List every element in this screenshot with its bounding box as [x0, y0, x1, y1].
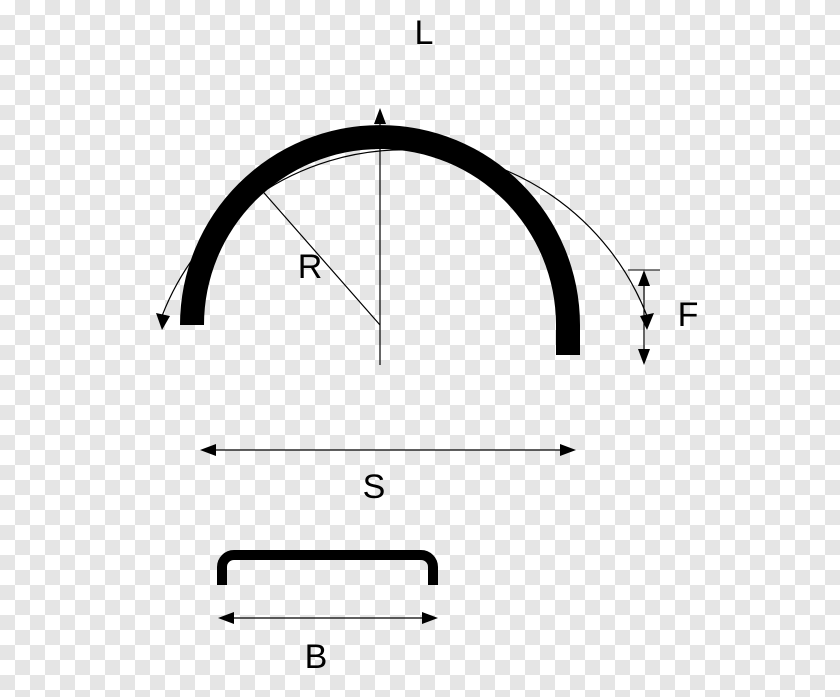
B-arrow-right	[422, 612, 438, 624]
diagram-canvas: { "diagram": { "type": "engineering-dime…	[0, 0, 840, 697]
label-F: F	[678, 296, 699, 334]
S-arrow-left	[200, 444, 216, 456]
bottom-profile	[222, 555, 433, 585]
F-arrow-up	[638, 270, 650, 286]
label-S: S	[363, 468, 386, 506]
B-arrow-left	[218, 612, 234, 624]
diagram-svg: L R F S B	[0, 0, 840, 697]
label-L: L	[415, 14, 434, 52]
L-arrow-right	[640, 313, 654, 330]
label-B: B	[305, 638, 328, 676]
height-arrowhead	[374, 108, 386, 124]
S-arrow-right	[560, 444, 576, 456]
label-R: R	[298, 248, 323, 286]
F-arrow-down	[638, 349, 650, 365]
L-arrow-left	[156, 313, 170, 330]
